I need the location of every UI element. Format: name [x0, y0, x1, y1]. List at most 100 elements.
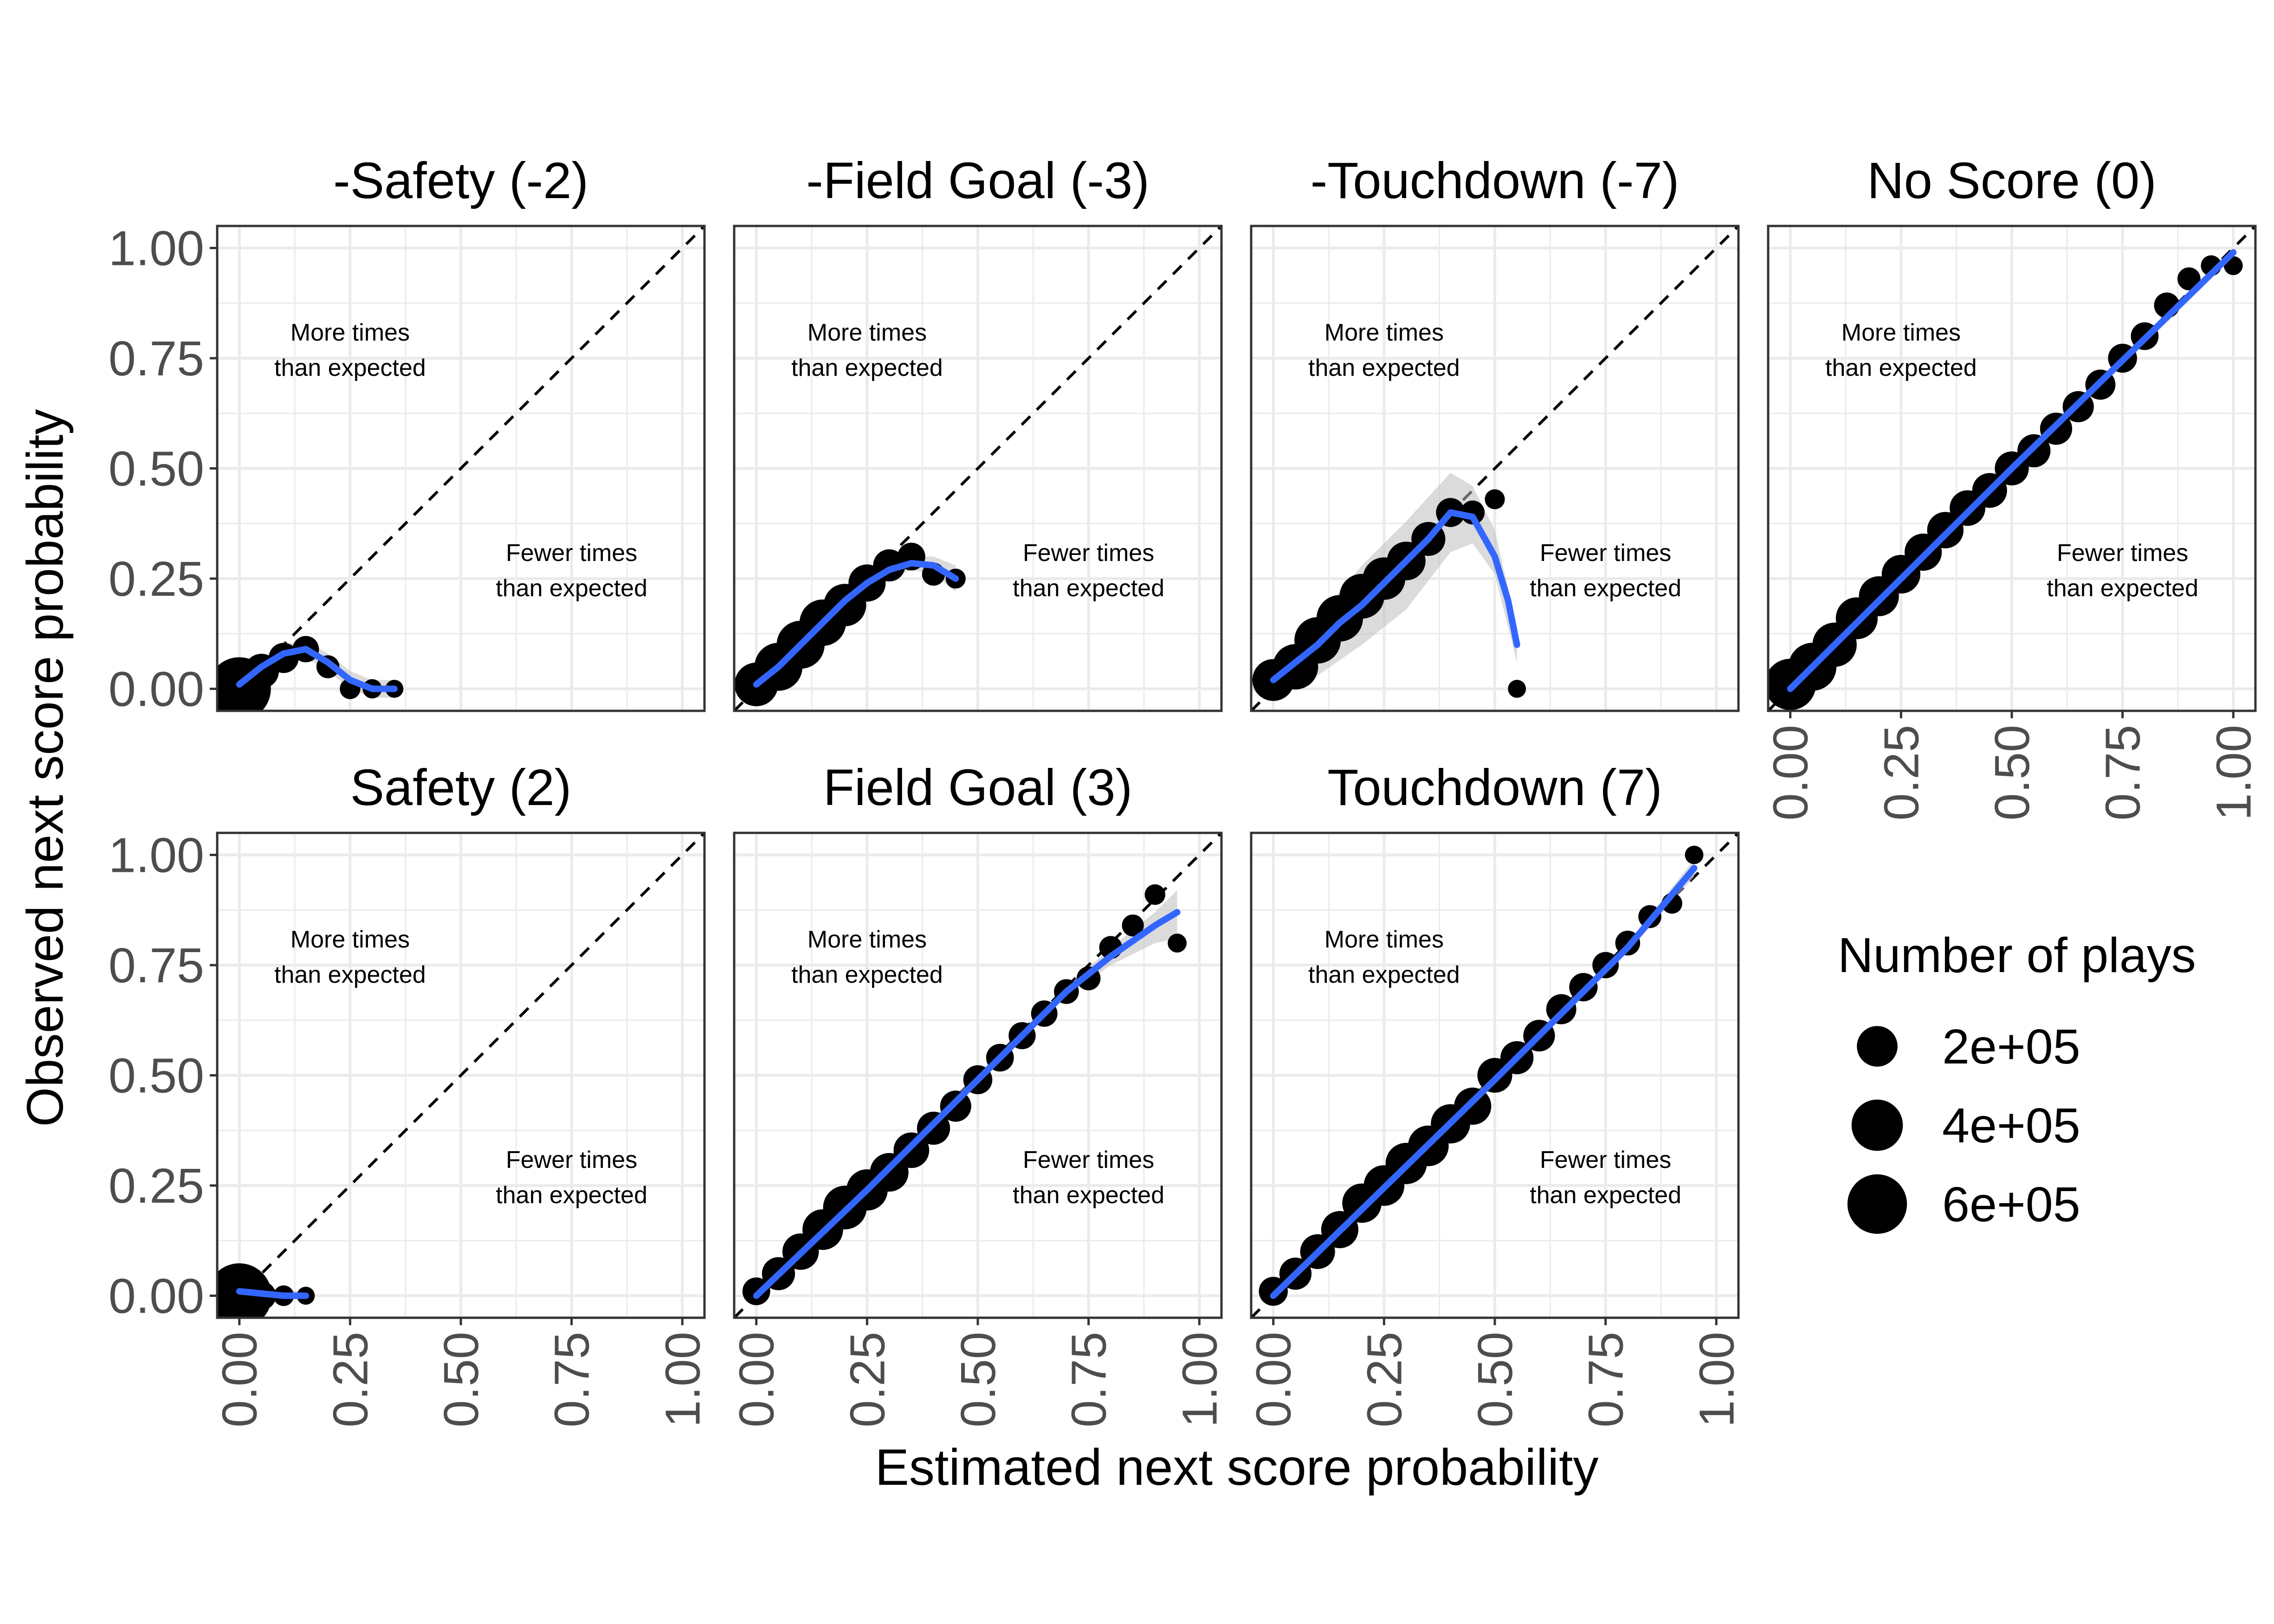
smooth-line: [236, 646, 398, 692]
x-tick-label: 0.75: [1062, 1332, 1117, 1427]
smooth-line: [236, 1288, 309, 1299]
annotation-above-line1: More times: [291, 319, 410, 346]
annotation-above-line1: More times: [1841, 319, 1961, 346]
x-tick-label: 0.50: [434, 1332, 489, 1427]
annotation-above-line2: than expected: [791, 961, 943, 988]
annotation-above-line2: than expected: [1308, 354, 1460, 381]
x-tick-label: 0.75: [545, 1332, 600, 1427]
smooth-line: [753, 560, 959, 688]
y-tick-label: 0.50: [109, 1049, 204, 1103]
data-point: [2177, 267, 2201, 290]
annotation-below-line1: Fewer times: [1540, 1147, 1671, 1173]
x-tick-label: 0.00: [730, 1332, 784, 1427]
annotation-above-line1: More times: [1324, 319, 1444, 346]
grid-lines: [217, 226, 704, 711]
annotation-below-line1: Fewer times: [506, 1147, 637, 1173]
panel-content: More times than expected Fewer times than e…: [734, 833, 1221, 1318]
x-tick-label: 0.25: [323, 1332, 378, 1427]
annotation-below-line1: Fewer times: [506, 540, 637, 567]
facet-panel: No Score (0) More times than expected Fewer…: [1764, 152, 2261, 820]
annotation-below-line1: Fewer times: [1540, 540, 1671, 567]
panel-title: -Safety (-2): [333, 152, 588, 209]
panel-content: More times than expected Fewer times than e…: [1251, 833, 1738, 1318]
x-tick-label: 0.00: [213, 1332, 267, 1427]
panel-title: Safety (2): [350, 759, 572, 816]
annotation-below-line2: than expected: [2047, 575, 2198, 602]
annotation-below-line1: Fewer times: [2057, 540, 2188, 567]
panel-content: More times than expected Fewer times than e…: [734, 226, 1221, 711]
panel-content: More times than expected Fewer times than e…: [217, 226, 704, 711]
x-tick-label: 0.25: [840, 1332, 895, 1427]
y-tick-label: 0.25: [109, 552, 204, 606]
x-tick-label: 1.00: [1689, 1332, 1744, 1427]
panel-title: Field Goal (3): [823, 759, 1132, 816]
grid-lines: [1251, 226, 1738, 711]
annotation-above-line2: than expected: [274, 961, 426, 988]
x-tick-label: 0.50: [1468, 1332, 1523, 1427]
x-axis-title: Estimated next score probability: [875, 1439, 1598, 1496]
x-tick-label: 0.25: [1357, 1332, 1412, 1427]
y-tick-label: 0.75: [109, 331, 204, 386]
y-tick-label: 0.00: [109, 1269, 204, 1324]
size-legend: Number of plays 2e+05 4e+05 6e+05: [1838, 928, 2196, 1234]
panel-border: [1250, 225, 1740, 712]
panel-title: No Score (0): [1867, 152, 2157, 209]
legend-key-circle: [1857, 1026, 1898, 1067]
facet-panel: -Field Goal (-3) More times than expected F…: [733, 152, 1223, 712]
panel-content: More times than expected Fewer times than e…: [1768, 226, 2255, 711]
annotation-below-line2: than expected: [496, 575, 647, 602]
y-tick-label: 0.75: [109, 938, 204, 993]
annotation-below-line2: than expected: [1530, 1182, 1681, 1209]
legend-key-label: 2e+05: [1942, 1019, 2080, 1074]
facet-panel: -Touchdown (-7) More times than expected Fe…: [1250, 152, 1740, 712]
x-tick-label: 0.50: [951, 1332, 1006, 1427]
annotation-below-line1: Fewer times: [1023, 1147, 1154, 1173]
facet-panel: Safety (2) More times than expected Fewer t…: [109, 759, 711, 1427]
grid-lines: [734, 833, 1221, 1318]
legend-key-label: 6e+05: [1942, 1177, 2080, 1232]
legend-title: Number of plays: [1838, 928, 2196, 983]
y-tick-label: 1.00: [109, 221, 204, 276]
annotation-below-line2: than expected: [1013, 575, 1164, 602]
smooth-line: [1270, 865, 1698, 1299]
data-point: [1485, 489, 1505, 509]
data-point: [1454, 1087, 1492, 1125]
data-point: [1168, 934, 1187, 953]
panel-content: More times than expected Fewer times than e…: [217, 833, 704, 1318]
panel-title: -Touchdown (-7): [1311, 152, 1680, 209]
legend-keys: 2e+05 4e+05 6e+05: [1847, 1019, 2080, 1234]
panel-title: Touchdown (7): [1327, 759, 1662, 816]
y-tick-label: 0.50: [109, 442, 204, 496]
data-point: [1122, 914, 1144, 937]
y-axis-title: Observed next score probability: [17, 409, 74, 1127]
annotation-above-line1: More times: [291, 926, 410, 953]
x-tick-label: 0.50: [1985, 725, 2040, 820]
x-tick-label: 0.00: [1764, 725, 1818, 820]
annotation-above-line2: than expected: [1308, 961, 1460, 988]
x-tick-label: 0.25: [1874, 725, 1929, 820]
data-point: [1685, 845, 1704, 864]
data-point: [1144, 884, 1166, 905]
smooth-line: [1270, 509, 1520, 683]
y-tick-label: 0.00: [109, 662, 204, 717]
panel-border: [733, 225, 1223, 712]
facet-panel: -Safety (-2) More times than expected Fewer…: [109, 152, 706, 717]
annotation-above-line2: than expected: [274, 354, 426, 381]
smooth-line: [1787, 249, 2237, 692]
legend-key-circle: [1851, 1099, 1903, 1151]
annotation-above-line1: More times: [1324, 926, 1444, 953]
data-point: [1508, 680, 1526, 698]
x-tick-label: 0.75: [2096, 725, 2151, 820]
x-tick-label: 1.00: [2206, 725, 2261, 820]
annotation-below-line1: Fewer times: [1023, 540, 1154, 567]
y-tick-label: 1.00: [109, 828, 204, 883]
grid-lines: [1768, 226, 2255, 711]
panel-title: -Field Goal (-3): [806, 152, 1150, 209]
x-tick-label: 1.00: [655, 1332, 710, 1427]
x-tick-label: 0.00: [1247, 1332, 1301, 1427]
annotation-below-line2: than expected: [1530, 575, 1681, 602]
reference-line: [217, 833, 704, 1318]
annotation-above-line1: More times: [808, 926, 927, 953]
y-tick-label: 0.25: [109, 1159, 204, 1213]
